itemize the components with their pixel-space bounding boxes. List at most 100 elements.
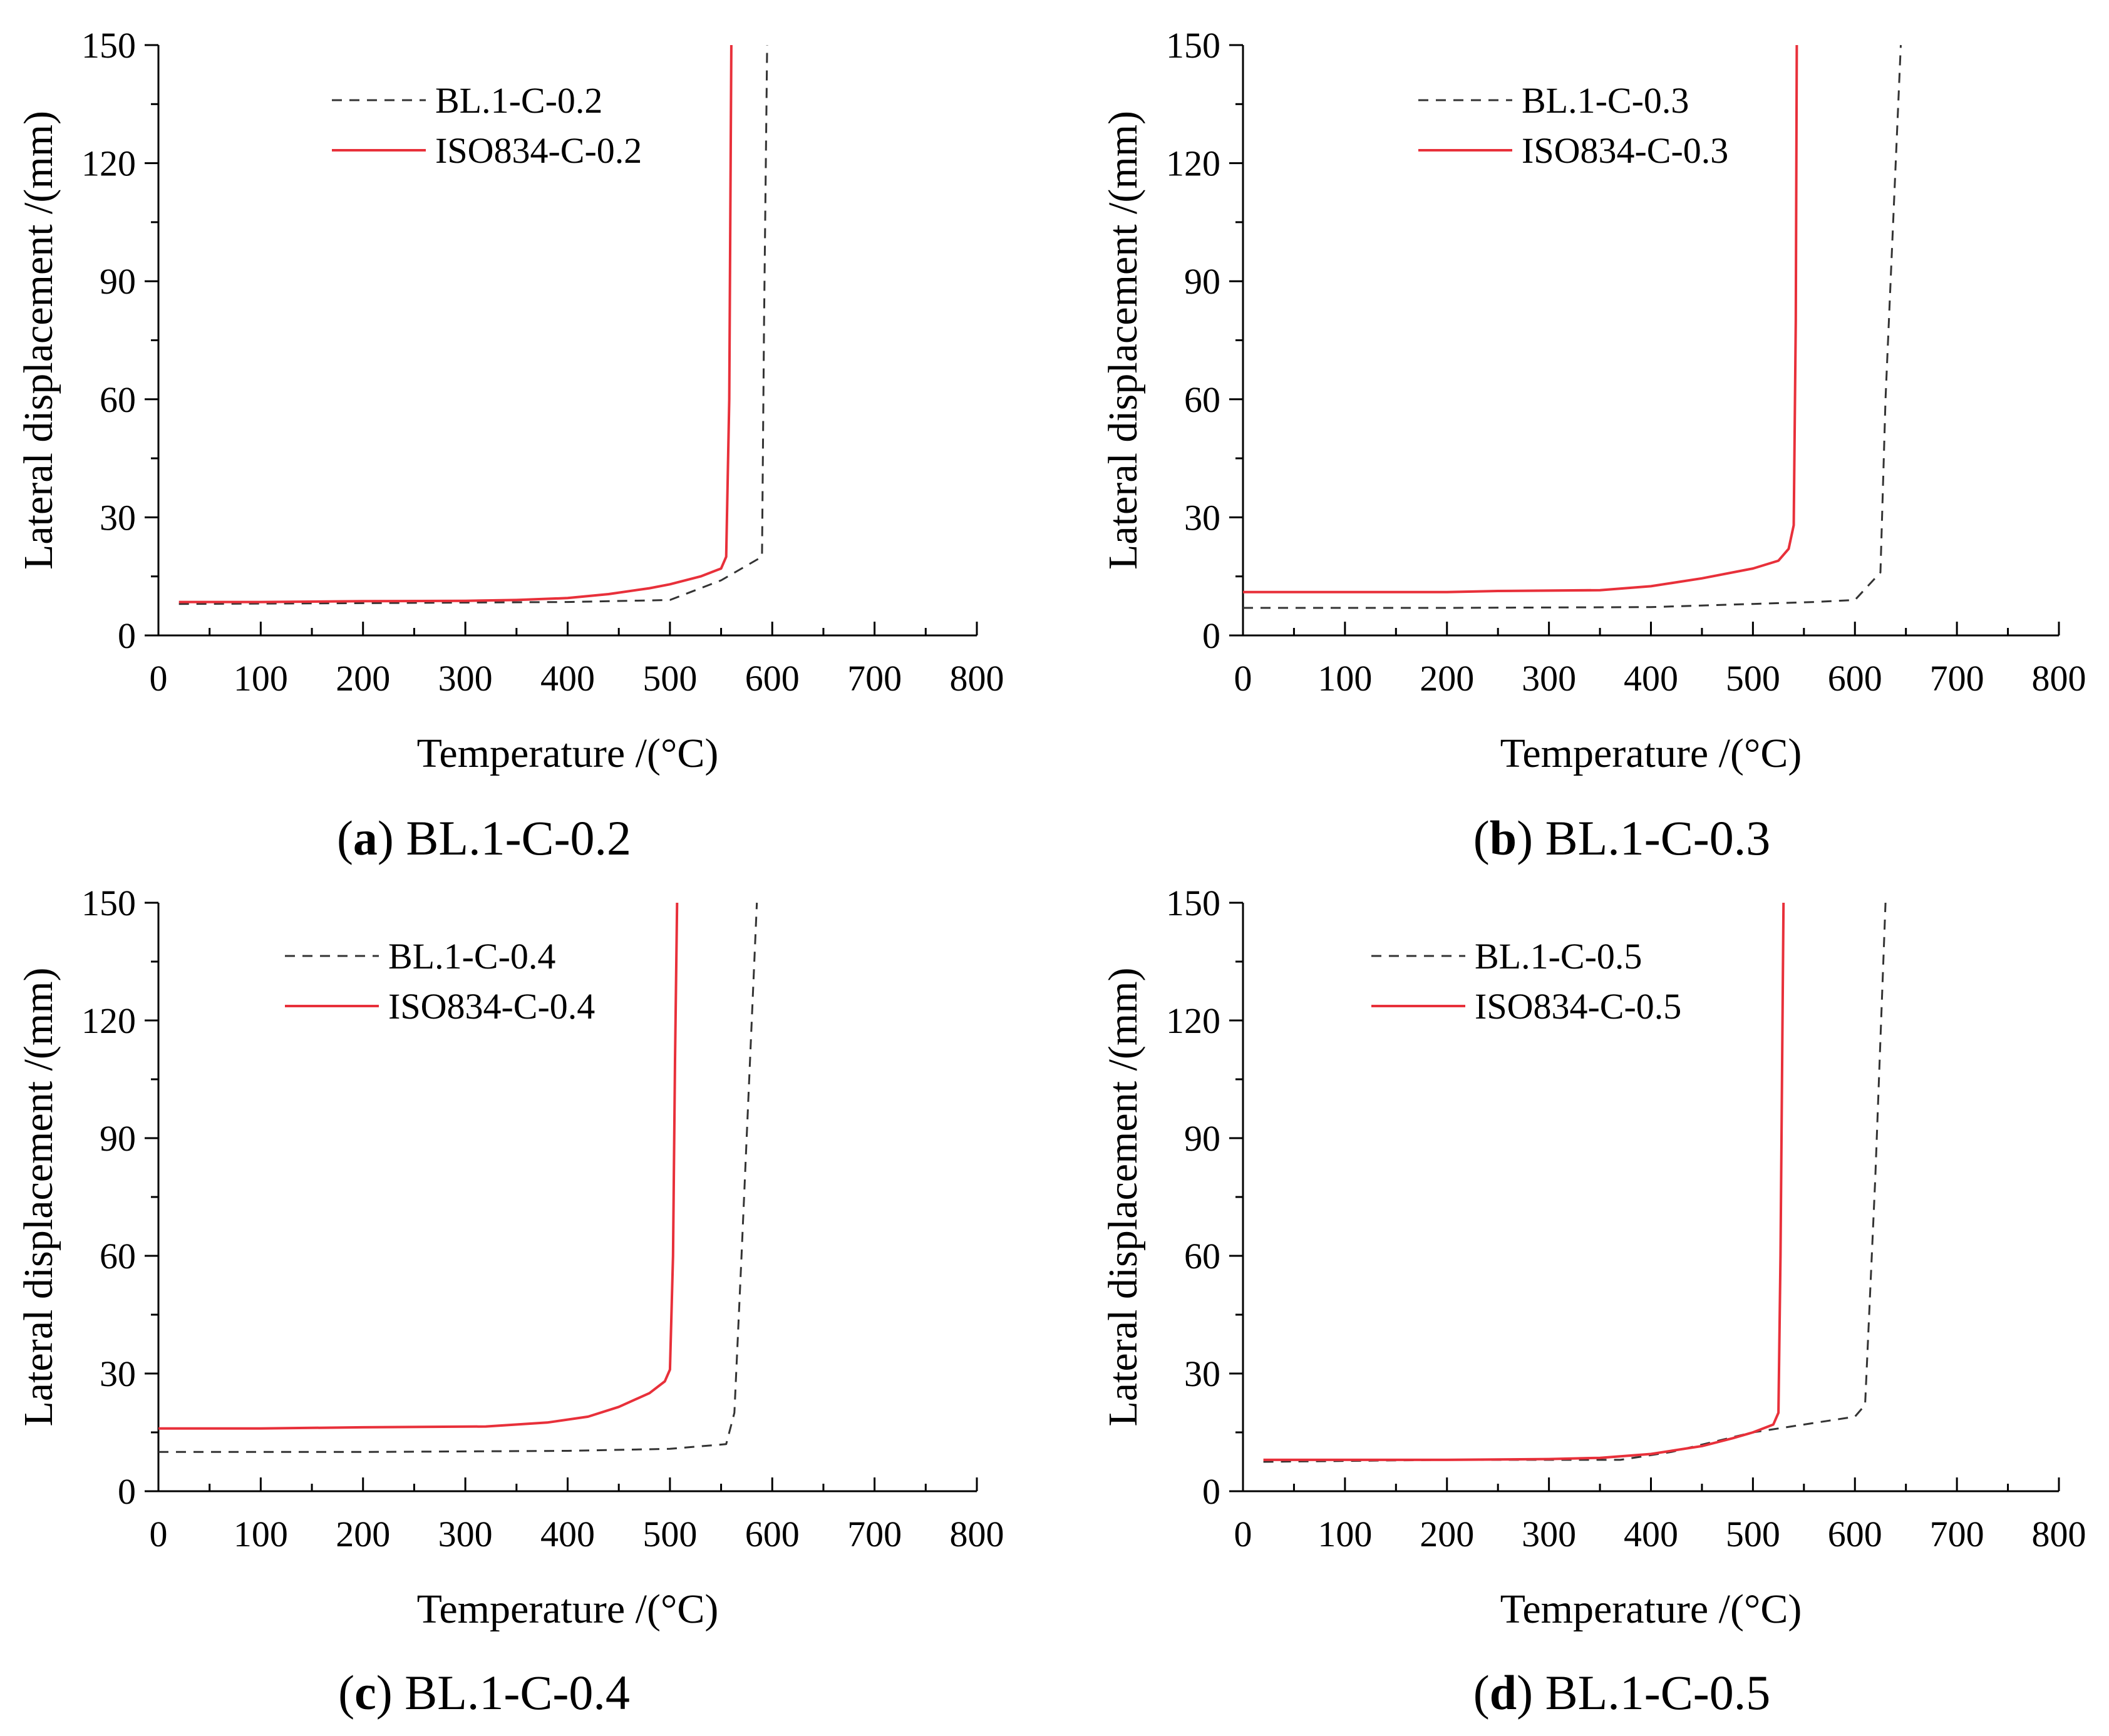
x-tick-label: 200	[336, 1514, 390, 1554]
x-tick-label: 300	[438, 1514, 493, 1554]
panel-caption: (d) BL.1-C-0.5	[1473, 1665, 1771, 1720]
y-tick-label: 0	[118, 1471, 136, 1512]
caption-letter: c	[354, 1665, 376, 1720]
x-axis-title: Temperature /(°C)	[417, 1586, 719, 1632]
y-axis-title: Lateral displacement /(mm)	[16, 111, 61, 570]
y-tick-label: 90	[100, 1118, 136, 1159]
y-tick-label: 150	[1166, 883, 1220, 923]
x-tick-label: 600	[745, 1514, 800, 1554]
y-tick-label: 60	[1184, 379, 1220, 420]
caption-letter: b	[1490, 811, 1517, 865]
panel-caption: (b) BL.1-C-0.3	[1473, 811, 1771, 865]
caption-label: BL.1-C-0.2	[406, 811, 631, 865]
y-tick-label: 150	[81, 25, 136, 66]
y-axis-title: Lateral displacement /(mm)	[1100, 967, 1146, 1426]
legend-label: ISO834-C-0.5	[1475, 986, 1681, 1027]
x-tick-label: 700	[1930, 1514, 1984, 1554]
legend-label: BL.1-C-0.5	[1475, 936, 1642, 977]
y-tick-label: 150	[81, 883, 136, 923]
y-tick-label: 60	[1184, 1236, 1220, 1276]
x-tick-label: 500	[642, 658, 697, 699]
caption-label: BL.1-C-0.4	[405, 1665, 630, 1720]
x-tick-label: 500	[1726, 658, 1780, 699]
y-tick-label: 30	[100, 497, 136, 538]
y-tick-label: 150	[1166, 25, 1220, 66]
x-tick-label: 100	[234, 658, 288, 699]
caption-label: BL.1-C-0.3	[1545, 811, 1771, 865]
x-tick-label: 100	[234, 1514, 288, 1554]
x-tick-label: 0	[1234, 1514, 1252, 1554]
x-tick-label: 100	[1317, 658, 1372, 699]
y-tick-label: 90	[1184, 261, 1220, 302]
x-tick-label: 400	[1624, 658, 1678, 699]
x-axis-title: Temperature /(°C)	[1500, 731, 1802, 776]
y-tick-label: 120	[81, 1000, 136, 1041]
legend-label: ISO834-C-0.2	[435, 130, 642, 171]
y-tick-label: 0	[118, 615, 136, 656]
y-tick-label: 90	[100, 261, 136, 302]
x-tick-label: 400	[1624, 1514, 1678, 1554]
caption-label: BL.1-C-0.5	[1545, 1665, 1771, 1720]
x-tick-label: 100	[1317, 1514, 1372, 1554]
x-tick-label: 300	[1522, 1514, 1576, 1554]
y-tick-label: 90	[1184, 1118, 1220, 1159]
x-tick-label: 800	[2032, 1514, 2086, 1554]
x-tick-label: 200	[1420, 658, 1474, 699]
panel-a: 0 100 200 300 400 500 600 700 800 0 30 60 90 120 150 Te…	[16, 25, 1004, 865]
panel-caption: (c) BL.1-C-0.4	[338, 1665, 630, 1720]
x-tick-label: 600	[745, 658, 800, 699]
x-tick-label: 800	[950, 1514, 1004, 1554]
x-tick-label: 400	[540, 1514, 595, 1554]
caption-letter: a	[353, 811, 378, 865]
caption-letter: d	[1490, 1665, 1517, 1720]
y-tick-label: 60	[100, 379, 136, 420]
y-tick-label: 0	[1202, 615, 1220, 656]
panel-d: 0 100 200 300 400 500 600 700 800 0 30 60 90 120 150 Te…	[1100, 883, 2086, 1720]
x-tick-label: 700	[1930, 658, 1984, 699]
series-line-solid	[1243, 44, 1798, 593]
y-tick-label: 0	[1202, 1471, 1220, 1512]
x-axis-title: Temperature /(°C)	[1500, 1586, 1802, 1632]
y-axis-title: Lateral displacement /(mm)	[1100, 111, 1146, 570]
series-line-solid	[178, 44, 733, 603]
y-axis-title: Lateral displacement /(mm)	[16, 967, 61, 1426]
legend-label: ISO834-C-0.4	[388, 986, 595, 1027]
x-tick-label: 300	[1522, 658, 1576, 699]
series-line-solid	[158, 902, 679, 1430]
x-tick-label: 600	[1828, 658, 1882, 699]
x-tick-label: 200	[1420, 1514, 1474, 1554]
x-tick-label: 0	[150, 658, 168, 699]
y-tick-label: 120	[1166, 143, 1220, 184]
x-tick-label: 500	[642, 1514, 697, 1554]
legend-label: BL.1-C-0.4	[388, 936, 555, 977]
x-tick-label: 0	[150, 1514, 168, 1554]
y-tick-label: 30	[100, 1353, 136, 1394]
series-line-solid	[1263, 902, 1785, 1461]
x-axis-title: Temperature /(°C)	[417, 731, 719, 776]
x-tick-label: 800	[950, 658, 1004, 699]
x-tick-label: 600	[1828, 1514, 1882, 1554]
y-tick-label: 120	[81, 143, 136, 184]
x-tick-label: 400	[540, 658, 595, 699]
legend-label: BL.1-C-0.3	[1522, 80, 1689, 121]
panel-b: 0 100 200 300 400 500 600 700 800 0 30 60 90 120 150 Te…	[1100, 25, 2086, 865]
x-tick-label: 500	[1726, 1514, 1780, 1554]
series-line-dashed	[178, 44, 768, 605]
x-tick-label: 300	[438, 658, 493, 699]
x-tick-label: 700	[847, 1514, 902, 1554]
x-tick-label: 200	[336, 658, 390, 699]
y-tick-label: 60	[100, 1236, 136, 1276]
series-line-dashed	[158, 902, 758, 1453]
y-tick-label: 30	[1184, 1353, 1220, 1394]
y-tick-label: 120	[1166, 1000, 1220, 1041]
x-tick-label: 0	[1234, 658, 1252, 699]
series-line-dashed	[1243, 44, 1902, 609]
panel-c: 0 100 200 300 400 500 600 700 800 0 30 60 90 120 150 Te…	[16, 883, 1004, 1720]
legend-label: ISO834-C-0.3	[1522, 130, 1728, 171]
x-tick-label: 800	[2032, 658, 2086, 699]
x-tick-label: 700	[847, 658, 902, 699]
panel-caption: (a) BL.1-C-0.2	[337, 811, 631, 865]
legend-label: BL.1-C-0.2	[435, 80, 602, 121]
y-tick-label: 30	[1184, 497, 1220, 538]
